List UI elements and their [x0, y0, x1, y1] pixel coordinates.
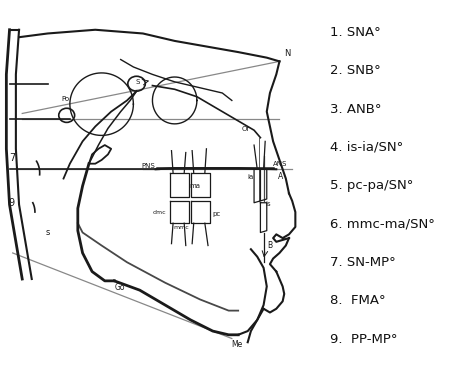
Text: ANS: ANS — [273, 161, 288, 167]
Text: ma: ma — [190, 183, 201, 189]
Text: Po: Po — [61, 96, 69, 102]
Text: dmc: dmc — [153, 209, 167, 215]
Text: 9.  PP-MP°: 9. PP-MP° — [330, 333, 398, 346]
Text: is: is — [265, 201, 271, 207]
Text: Go: Go — [114, 283, 125, 292]
Text: 5. pc-pa/SN°: 5. pc-pa/SN° — [330, 179, 413, 192]
Text: 8.  FMA°: 8. FMA° — [330, 294, 386, 307]
Text: 4. is-ia/SN°: 4. is-ia/SN° — [330, 141, 403, 154]
Text: Or: Or — [241, 126, 250, 132]
Text: s: s — [46, 228, 50, 237]
Text: 7: 7 — [9, 153, 16, 163]
Text: ia: ia — [248, 174, 254, 180]
Text: 2. SNB°: 2. SNB° — [330, 64, 381, 77]
Text: B: B — [267, 241, 272, 250]
Text: pc: pc — [213, 211, 221, 217]
Text: PNS: PNS — [142, 163, 155, 169]
Text: A: A — [278, 172, 283, 181]
Text: Me: Me — [231, 340, 242, 349]
Text: N: N — [284, 49, 291, 58]
Text: S: S — [136, 79, 140, 85]
Text: 9: 9 — [8, 198, 14, 208]
Text: 7. SN-MP°: 7. SN-MP° — [330, 256, 396, 269]
Text: 1. SNA°: 1. SNA° — [330, 26, 381, 39]
Text: 6. mmc-ma/SN°: 6. mmc-ma/SN° — [330, 218, 435, 231]
Text: mmc: mmc — [173, 225, 189, 230]
Text: 3. ANB°: 3. ANB° — [330, 103, 382, 116]
